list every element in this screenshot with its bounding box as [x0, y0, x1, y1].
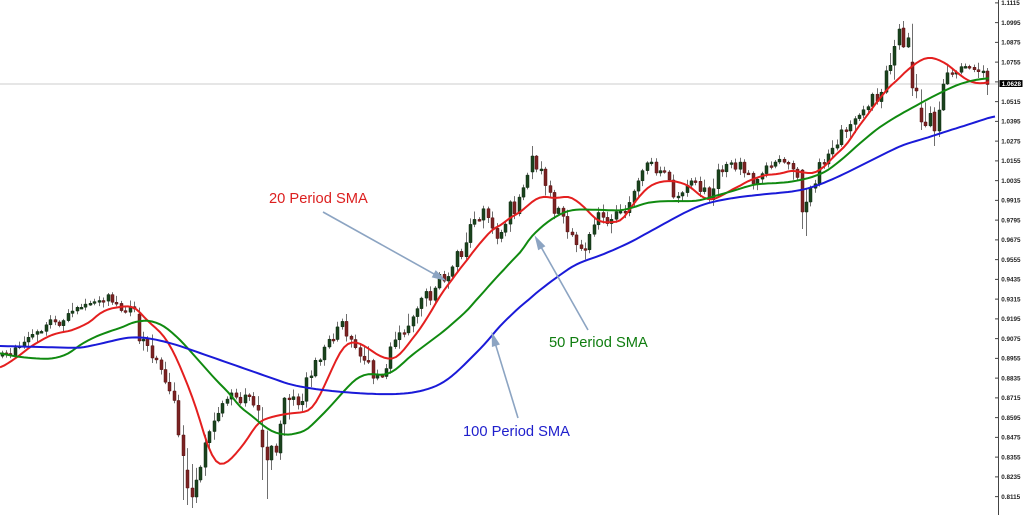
svg-text:0.9195: 0.9195 — [1001, 316, 1021, 323]
svg-text:1.0515: 1.0515 — [1001, 99, 1021, 106]
svg-text:0.9075: 0.9075 — [1001, 336, 1021, 343]
svg-text:0.8955: 0.8955 — [1001, 356, 1021, 363]
svg-text:0.8595: 0.8595 — [1001, 415, 1021, 422]
svg-text:0.8115: 0.8115 — [1001, 494, 1020, 501]
svg-text:1.0035: 1.0035 — [1001, 178, 1021, 185]
svg-text:0.9435: 0.9435 — [1001, 277, 1021, 284]
svg-text:0.8475: 0.8475 — [1001, 435, 1021, 442]
svg-text:1.0395: 1.0395 — [1001, 119, 1021, 126]
svg-text:1.0628: 1.0628 — [1002, 81, 1022, 88]
svg-text:1.0155: 1.0155 — [1001, 158, 1021, 165]
svg-text:0.9555: 0.9555 — [1001, 257, 1021, 264]
svg-text:50 Period SMA: 50 Period SMA — [549, 335, 648, 351]
svg-text:0.8835: 0.8835 — [1001, 375, 1021, 382]
svg-text:0.8715: 0.8715 — [1001, 395, 1021, 402]
svg-text:0.8235: 0.8235 — [1001, 474, 1021, 481]
svg-text:1.1115: 1.1115 — [1001, 0, 1020, 7]
svg-text:1.0995: 1.0995 — [1001, 20, 1021, 27]
svg-text:0.8355: 0.8355 — [1001, 454, 1021, 461]
svg-text:0.9675: 0.9675 — [1001, 237, 1021, 244]
svg-text:100 Period SMA: 100 Period SMA — [463, 424, 570, 440]
svg-text:20 Period SMA: 20 Period SMA — [269, 191, 368, 207]
svg-text:1.0275: 1.0275 — [1001, 138, 1021, 145]
svg-text:0.9915: 0.9915 — [1001, 198, 1021, 205]
svg-text:1.0755: 1.0755 — [1001, 59, 1021, 66]
svg-text:0.9315: 0.9315 — [1001, 296, 1021, 303]
svg-text:0.9795: 0.9795 — [1001, 217, 1021, 224]
svg-text:1.0875: 1.0875 — [1001, 40, 1021, 47]
